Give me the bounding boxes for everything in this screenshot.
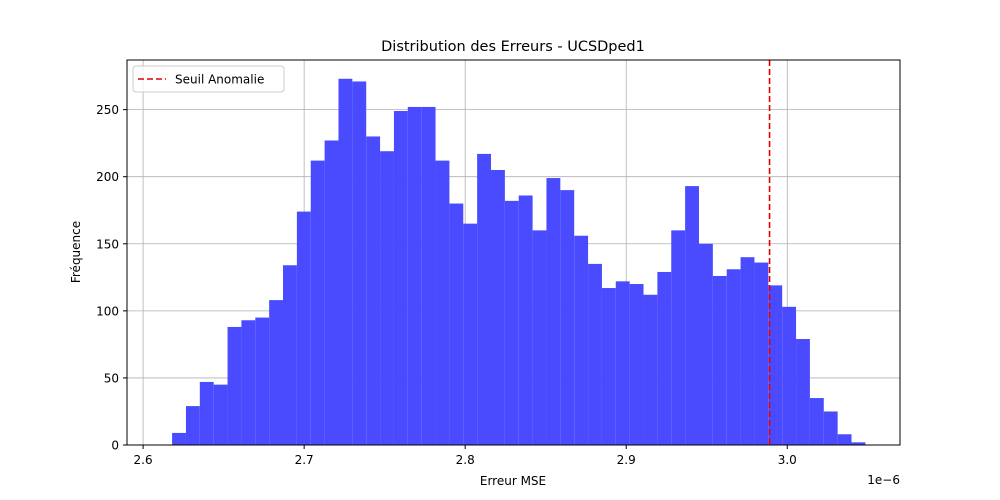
histogram-bar [421,106,436,445]
histogram-bar [241,320,256,445]
histogram-bar [823,411,838,445]
histogram-bar [698,243,713,445]
plot-frame [126,59,901,446]
histogram-bar [532,230,547,445]
histogram-bar [504,200,519,445]
histogram-bar [809,398,824,445]
histogram-bar [685,186,699,445]
histogram-bar [393,110,408,445]
histogram-bar [768,285,783,445]
histogram-bar [518,195,533,445]
histogram-bar [435,160,450,446]
histogram-bar [574,235,589,445]
x-tick-label: 2.9 [617,453,636,467]
histogram-bar [352,81,367,446]
y-tick-label: 200 [96,170,119,184]
x-axis-label: Erreur MSE [480,474,546,488]
chart-title: Distribution des Erreurs - UCSDped1 [381,39,645,55]
histogram-bar [338,78,353,445]
histogram-bar [172,432,186,445]
legend: Seuil Anomalie [132,65,285,93]
histogram-bar [477,153,492,445]
x-tick-label: 2.6 [134,453,153,467]
x-tick-label: 2.7 [295,453,314,467]
histogram-bar [629,284,644,445]
histogram-bar [615,281,630,445]
histogram-bar [213,384,228,445]
histogram-bar [712,275,727,445]
histogram-bar [380,151,394,445]
histogram-bar [255,317,270,445]
histogram-bar [601,288,616,445]
legend-box [132,65,285,93]
histogram-bar [643,294,658,445]
histogram-bar [185,406,200,445]
y-axis-ticks: 0 50 100 150 200 250 [96,103,127,453]
y-tick-label: 0 [111,439,119,453]
histogram-bar [588,263,602,445]
y-tick-label: 100 [96,304,119,318]
histogram-bar [227,326,242,445]
histogram-bar [296,211,311,445]
histogram-bar [366,136,381,445]
legend-threshold-label: Seuil Anomalie [175,73,264,87]
y-axis-label: Fréquence [69,221,83,283]
histogram-bar [449,203,464,445]
histogram-bar [796,339,810,445]
y-tick-label: 250 [96,103,119,117]
histogram-bar [671,230,686,445]
histogram-bar [560,190,575,445]
histogram-bar [546,178,561,446]
histogram-bar [324,140,339,446]
x-tick-label: 3.0 [778,453,797,467]
histogram-bar [199,381,214,445]
histogram-bar [463,223,478,445]
histogram-bar [657,271,672,445]
histogram-bar [754,262,769,445]
histogram-bar [726,269,741,445]
histogram-bar [491,170,505,445]
x-axis-ticks: 2.6 2.7 2.8 2.9 3.0 [134,445,797,467]
histogram-bar [283,265,297,445]
histogram-bar [782,306,797,445]
y-tick-label: 150 [96,237,119,251]
histogram-bar [851,442,866,445]
histogram-bar [310,160,325,446]
y-tick-label: 50 [104,371,119,385]
x-tick-label: 2.8 [456,453,475,467]
histogram-bar [269,300,284,445]
histogram-bar [740,257,755,445]
histogram-bar [837,434,852,445]
x-axis-offset-label: 1e−6 [867,473,900,487]
histogram-bar [407,106,422,445]
bars-layer [172,78,866,446]
